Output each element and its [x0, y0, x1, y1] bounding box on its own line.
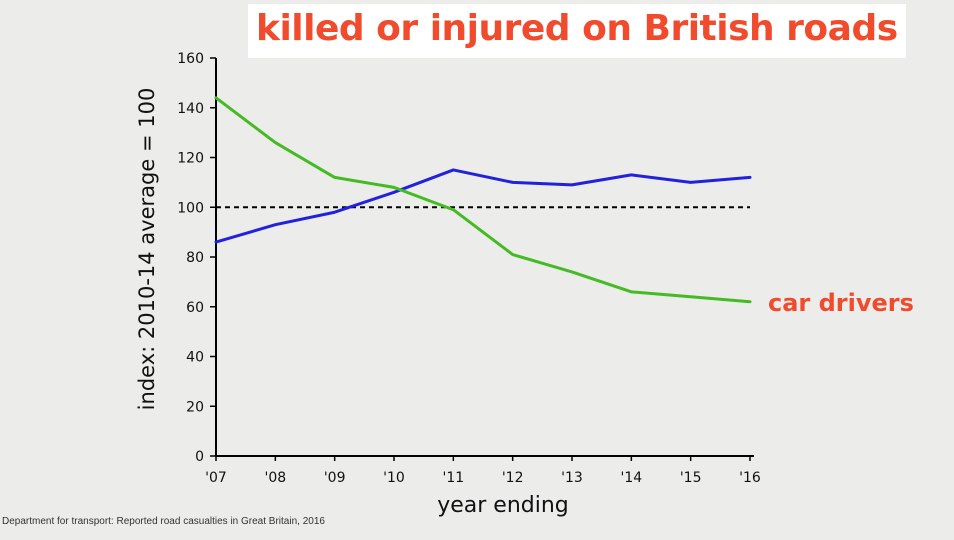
y-tick-label: 140 — [177, 101, 204, 117]
x-tick-label: '09 — [324, 470, 346, 486]
y-tick-label: 60 — [186, 300, 204, 316]
y-tick-label: 20 — [186, 399, 204, 415]
source-note: Department for transport: Reported road … — [2, 516, 325, 527]
y-tick-label: 100 — [177, 200, 204, 216]
y-tick-label: 40 — [186, 350, 204, 366]
x-axis-title: year ending — [437, 493, 569, 518]
x-tick-label: '13 — [561, 470, 583, 486]
y-tick-label: 80 — [186, 250, 204, 266]
y-tick-label: 120 — [177, 151, 204, 167]
y-axis-title: index: 2010-14 average = 100 — [135, 88, 159, 411]
x-tick-label: '08 — [264, 470, 286, 486]
x-tick-label: '07 — [205, 470, 227, 486]
x-tick-label: '15 — [680, 470, 702, 486]
x-tick-label: '10 — [383, 470, 405, 486]
y-tick-label: 0 — [195, 449, 204, 465]
y-tick-label: 160 — [177, 51, 204, 67]
x-tick-label: '16 — [739, 470, 761, 486]
title-background — [248, 4, 906, 58]
x-tick-label: '14 — [620, 470, 642, 486]
blue-series-line — [214, 168, 752, 244]
car-drivers-series-line — [214, 96, 752, 304]
x-tick-label: '11 — [442, 470, 464, 486]
x-tick-label: '12 — [502, 470, 524, 486]
series-label-car-drivers: car drivers — [768, 289, 914, 317]
chart-title: killed or injured on British roads — [256, 8, 898, 49]
